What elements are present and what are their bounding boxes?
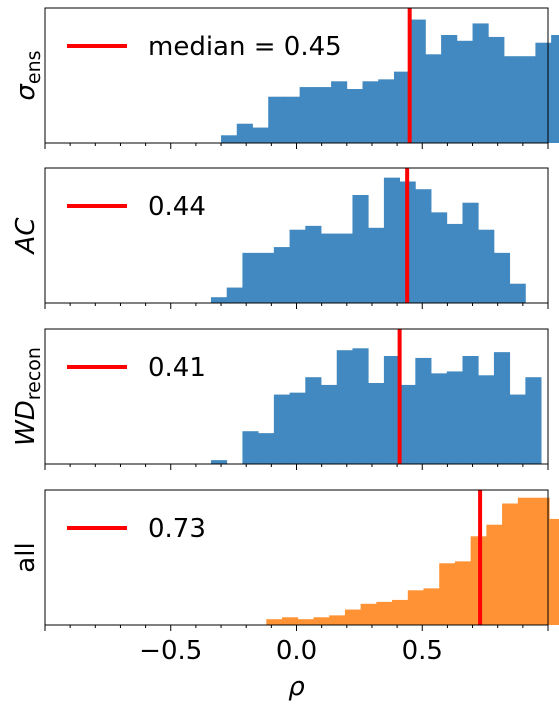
x-tick-label: 0.0 <box>276 636 317 666</box>
histogram-bar <box>415 357 432 464</box>
histogram-bar <box>221 135 238 143</box>
panel-1: median = 0.45 σens <box>11 7 559 149</box>
y-axis-label: WDrecon <box>11 347 45 446</box>
histogram-bar <box>305 377 322 464</box>
histogram-bar <box>352 195 369 303</box>
histogram-bar <box>439 563 456 625</box>
histogram-bar <box>289 229 306 303</box>
histogram-bar <box>462 202 479 303</box>
panel-2: 0.44 AC <box>11 167 549 309</box>
histogram-bar <box>446 371 463 464</box>
histogram-bar <box>283 96 301 143</box>
histogram-bar <box>331 81 348 143</box>
y-axis-label: σens <box>11 50 45 100</box>
histogram-bar <box>258 252 275 303</box>
panel-3: 0.41 WDrecon <box>11 328 549 470</box>
histogram-bar <box>431 212 448 303</box>
histogram-bar <box>425 54 442 143</box>
histogram-bar <box>519 56 536 143</box>
histogram-bar <box>502 503 519 625</box>
histogram-bar <box>268 96 285 143</box>
x-tick-label: 0.5 <box>402 636 443 666</box>
histogram-bar <box>329 615 346 625</box>
histogram-bar <box>383 356 401 464</box>
histogram-bar <box>509 394 526 464</box>
histogram-bar <box>297 619 314 625</box>
histogram-bar <box>423 588 440 625</box>
histogram-bar <box>493 252 511 303</box>
histogram-bar <box>344 609 362 625</box>
histogram-bar <box>273 247 290 303</box>
histogram-bar <box>376 601 393 625</box>
histogram-bar <box>486 524 503 625</box>
histogram-bar <box>252 127 269 143</box>
histogram-bar <box>393 71 411 143</box>
histogram-bar <box>352 348 369 464</box>
histogram-bar <box>362 81 379 143</box>
histogram-bar <box>509 283 526 303</box>
histogram-bar <box>336 350 353 464</box>
histogram-bar <box>478 375 495 464</box>
histogram-bar <box>462 356 479 464</box>
histogram-bar <box>409 19 426 143</box>
histogram-bar <box>313 617 330 625</box>
histogram-bar <box>392 599 409 625</box>
histogram-bar <box>535 42 552 143</box>
histogram-bar <box>299 87 316 143</box>
histogram-bar <box>321 233 338 303</box>
histogram-bar <box>360 603 377 625</box>
histogram-bar <box>454 561 472 625</box>
panel-4: 0.73 all −0.5 0.0 0.5 ρ <box>11 489 559 702</box>
histogram-bar <box>533 497 550 625</box>
histogram-bar <box>315 87 332 143</box>
histogram-bar <box>407 590 424 625</box>
histogram-bar <box>258 433 275 464</box>
histogram-bar <box>210 460 228 464</box>
x-axis-label: ρ <box>288 672 305 702</box>
histogram-bar <box>226 287 243 303</box>
histogram-bar <box>383 177 401 303</box>
legend-label: 0.41 <box>148 353 206 383</box>
histogram-bar <box>266 619 283 625</box>
histogram-bar <box>441 35 458 143</box>
histogram-bar <box>517 497 534 625</box>
histogram-bar <box>472 23 489 143</box>
histogram-bar <box>488 36 505 143</box>
histogram-bar <box>549 518 559 625</box>
y-axis-label: all <box>11 542 41 572</box>
histogram-bar <box>236 123 253 143</box>
histogram-bar <box>415 189 432 303</box>
histogram-bar <box>446 223 463 303</box>
histogram-bar <box>336 233 353 303</box>
histogram-bar <box>305 225 322 303</box>
histogram-bar <box>368 383 385 464</box>
histogram-bar <box>551 35 559 143</box>
histogram-bar <box>525 377 542 464</box>
histogram-bar <box>289 392 306 464</box>
histogram-bar <box>273 394 290 464</box>
histogram-bar <box>321 384 338 464</box>
histogram-bar <box>456 40 473 143</box>
histogram-bar <box>478 229 495 303</box>
histogram-bar <box>378 79 395 143</box>
x-tick-label: −0.5 <box>139 636 202 666</box>
histogram-bar <box>399 384 416 464</box>
histogram-bar <box>368 227 385 303</box>
histogram-bar <box>346 89 363 143</box>
histogram-bar <box>493 352 511 464</box>
histogram-bar <box>431 373 448 464</box>
histogram-bar <box>282 617 299 625</box>
y-axis-label: AC <box>11 217 41 256</box>
legend-label: 0.44 <box>148 192 206 222</box>
histogram-bar <box>242 431 259 464</box>
legend-label: median = 0.45 <box>148 32 342 62</box>
histogram-bar <box>242 252 259 303</box>
histogram-bar <box>210 297 228 303</box>
histogram-bar <box>503 56 521 143</box>
legend-label: 0.73 <box>148 514 206 544</box>
